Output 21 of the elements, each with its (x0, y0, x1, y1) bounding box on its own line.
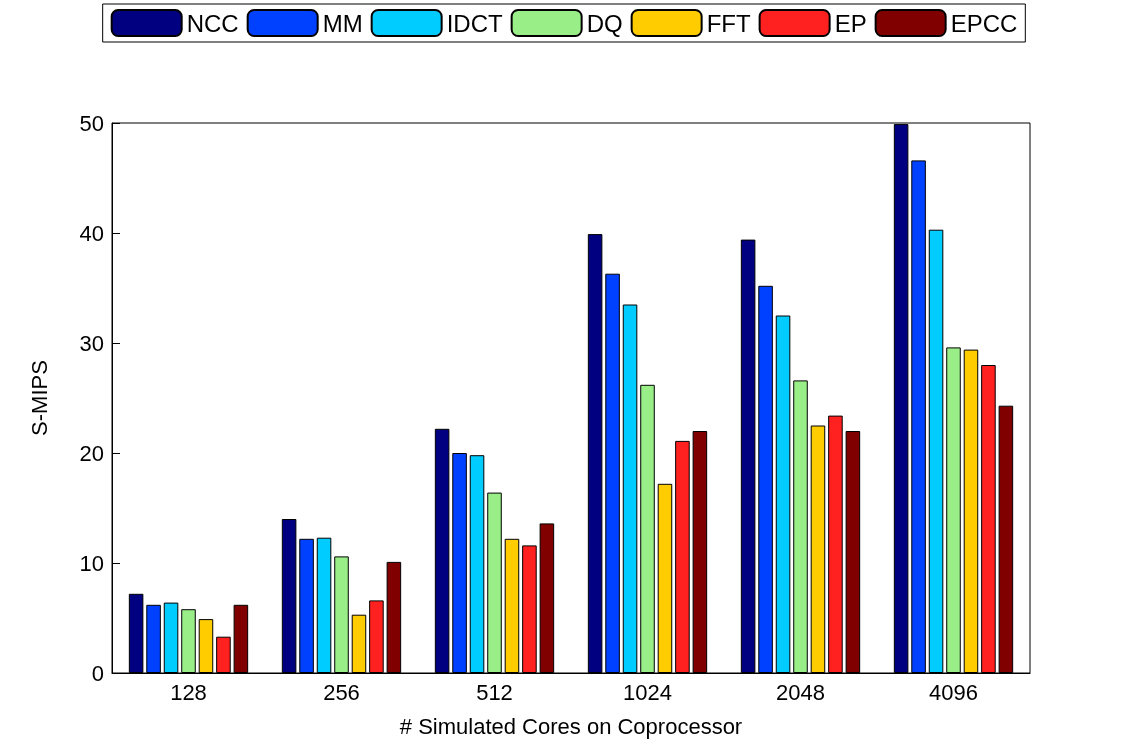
legend-label: EPCC (950, 9, 1018, 37)
x-tick-label: 512 (476, 679, 513, 705)
x-axis-title: # Simulated Cores on Coprocessor (399, 713, 743, 739)
x-tick-label: 128 (170, 679, 207, 705)
legend-label: IDCT (446, 9, 503, 37)
y-tick-label: 30 (79, 330, 104, 356)
y-tick-label: 50 (79, 110, 104, 136)
x-tick-label: 2048 (776, 679, 825, 705)
legend-label: FFT (706, 9, 751, 37)
legend-label: NCC (186, 9, 239, 37)
y-tick-label: 0 (91, 660, 104, 686)
y-tick-label: 40 (79, 220, 104, 246)
y-axis-title: S-MIPS (26, 360, 52, 436)
x-tick-label: 1024 (623, 679, 672, 705)
y-tick-label: 10 (79, 550, 104, 576)
legend-label: MM (322, 9, 363, 37)
x-tick-label: 4096 (929, 679, 978, 705)
y-tick-label: 20 (79, 440, 104, 466)
legend-label: DQ (586, 9, 623, 37)
x-tick-label: 256 (323, 679, 360, 705)
legend-label: EP (834, 9, 867, 37)
